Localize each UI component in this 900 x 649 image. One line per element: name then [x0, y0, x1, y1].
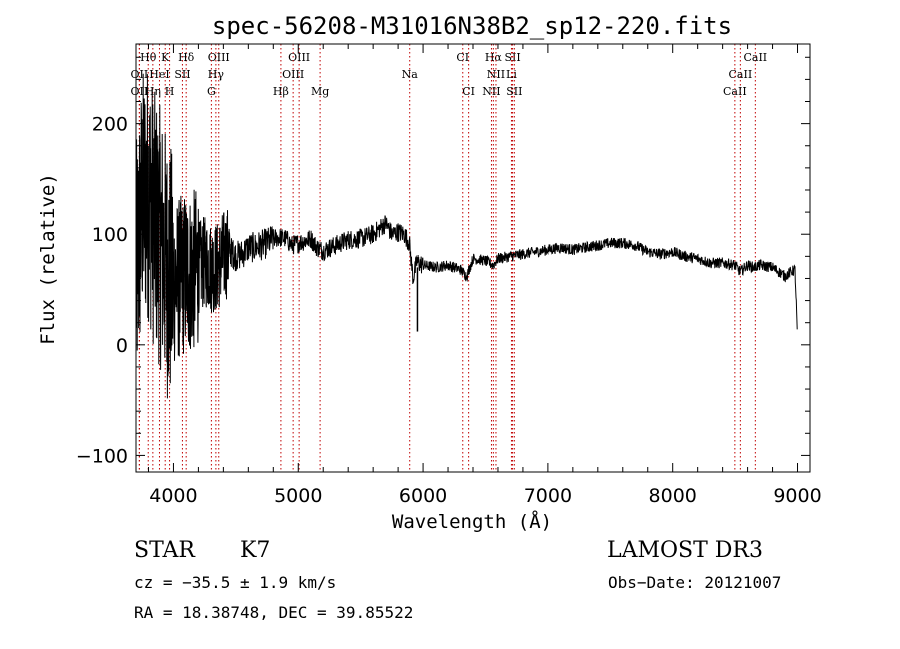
- line-marker-label: SII: [504, 51, 520, 64]
- line-marker-label: OII: [131, 68, 149, 81]
- x-tick-label: 6000: [399, 485, 447, 507]
- x-tick-label: 4000: [149, 485, 197, 507]
- line-marker-label: Hα: [485, 51, 503, 64]
- x-tick-label: 9000: [773, 485, 821, 507]
- line-marker-label: HeI: [149, 68, 169, 81]
- line-marker-label: Li: [506, 68, 517, 81]
- line-marker-label: CaII: [723, 85, 747, 98]
- line-marker-label: CI: [462, 85, 475, 98]
- line-marker-label: SII: [174, 68, 190, 81]
- line-marker-label: CaII: [729, 68, 753, 81]
- observation-date: Obs−Date: 20121007: [608, 573, 782, 592]
- x-tick-label: 7000: [524, 485, 572, 507]
- x-tick-label: 8000: [649, 485, 697, 507]
- line-marker-label: OII: [131, 85, 149, 98]
- line-marker-label: K: [161, 51, 170, 64]
- y-tick-label: 0: [116, 335, 128, 357]
- axis-ticks: 4000 5000 6000 7000 8000 9000 −100 0 100 200: [76, 44, 822, 507]
- line-marker-label: Hδ: [178, 51, 195, 64]
- line-marker-label: Hβ: [273, 85, 289, 98]
- line-marker-label: OIII: [208, 51, 230, 64]
- spectrum-line: [135, 73, 798, 399]
- line-marker-label: Na: [402, 68, 419, 81]
- chart-title: spec-56208-M31016N38B2_sp12-220.fits: [212, 12, 732, 40]
- coordinates: RA = 18.38748, DEC = 39.85522: [134, 603, 414, 622]
- line-marker-label: Hθ: [140, 51, 157, 64]
- x-tick-label: 5000: [274, 485, 322, 507]
- line-marker-label: Hγ: [208, 68, 225, 81]
- line-marker-label: SII: [506, 85, 522, 98]
- y-tick-label: −100: [76, 445, 128, 467]
- y-axis-label: Flux (relative): [37, 173, 59, 345]
- line-marker-label: NII: [482, 85, 500, 98]
- x-axis-label: Wavelength (Å): [392, 510, 552, 533]
- redshift-velocity: cz = −35.5 ± 1.9 km/s: [134, 573, 337, 592]
- line-marker-label: OIII: [282, 68, 304, 81]
- line-marker-label: CaII: [743, 51, 767, 64]
- line-marker-label: G: [207, 85, 216, 98]
- y-tick-label: 100: [92, 224, 128, 246]
- line-marker-label: NII: [487, 68, 505, 81]
- line-marker-label: OIII: [288, 51, 310, 64]
- line-marker-label: Mg: [311, 85, 329, 98]
- line-marker-label: CI: [456, 51, 469, 64]
- line-marker-label: H: [165, 85, 175, 98]
- spectrum-chart: spec-56208-M31016N38B2_sp12-220.fits Hθ K…: [37, 12, 822, 533]
- line-marker-label: Hη: [145, 85, 161, 98]
- object-class: STAR: [134, 538, 195, 563]
- spectral-subclass: K7: [240, 538, 271, 563]
- y-tick-label: 200: [92, 114, 128, 136]
- survey-name: LAMOST DR3: [607, 538, 763, 563]
